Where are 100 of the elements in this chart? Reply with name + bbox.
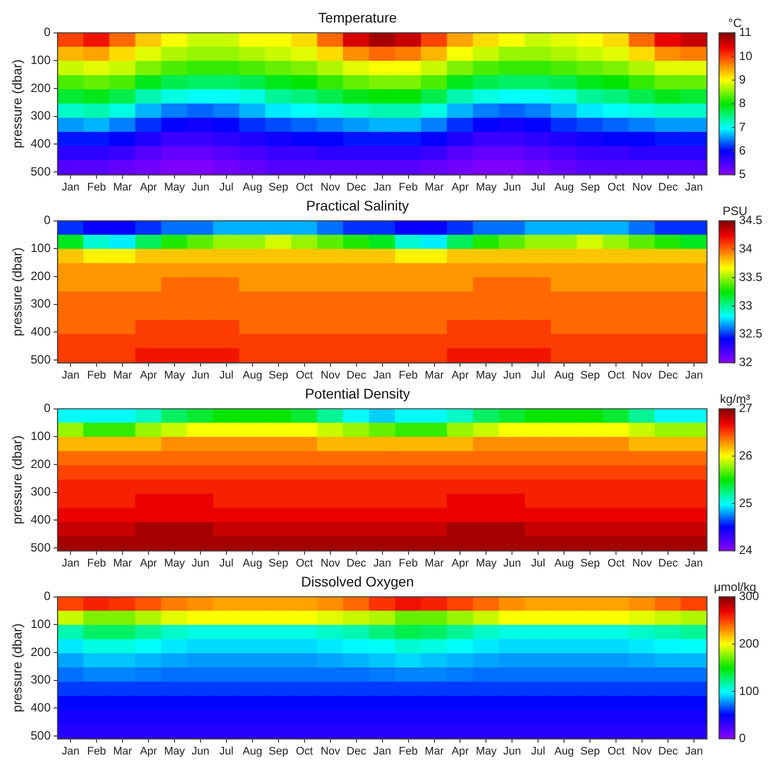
y-axis-title: pressure (dbar)	[9, 435, 24, 524]
x-tick-label: Jan	[685, 557, 703, 570]
x-tick-label: Nov	[320, 745, 341, 758]
x-tick-label: Apr	[140, 369, 158, 382]
x-tick-label: Jan	[373, 745, 392, 758]
x-tick-label: Aug	[554, 181, 574, 194]
x-tick-label: Jan	[62, 745, 80, 758]
x-tick-label: May	[476, 181, 498, 194]
x-tick-label: Feb	[398, 181, 418, 194]
y-tick-label: 200	[30, 644, 51, 659]
color-bar-label: 9	[739, 72, 746, 86]
x-tick-label: Oct	[608, 745, 625, 758]
x-tick-label: Sep	[580, 181, 600, 194]
x-tick-label: Nov	[320, 181, 341, 194]
y-tick-label: 300	[30, 108, 51, 123]
x-tick-label: Jan	[62, 369, 80, 382]
y-tick-label: 400	[30, 324, 51, 338]
x-tick-label: Aug	[242, 369, 262, 382]
y-tick-label: 400	[30, 512, 51, 526]
x-tick-label: Mar	[113, 369, 132, 382]
color-bar-label: 0	[739, 731, 746, 746]
color-bar-label: 25	[739, 496, 753, 510]
color-bar-label: 33.5	[739, 270, 763, 284]
x-tick-label: Sep	[268, 557, 288, 570]
color-bar-label: 34	[739, 242, 753, 256]
y-tick-label: 500	[30, 728, 51, 742]
x-tick-label: Mar	[113, 181, 132, 194]
color-bar-label: 8	[739, 96, 746, 110]
color-bar-label: 32.5	[739, 326, 763, 341]
x-tick-label: Nov	[320, 557, 341, 570]
color-bar-label: 26	[739, 448, 753, 462]
x-tick-label: Jan	[62, 181, 80, 194]
x-tick-label: Mar	[113, 557, 132, 570]
x-tick-label: Nov	[632, 181, 652, 194]
x-tick-label: Feb	[398, 745, 418, 758]
color-bar-label: 200	[739, 636, 760, 650]
chart-title: Temperature	[318, 9, 398, 26]
x-tick-label: Nov	[632, 745, 652, 758]
x-tick-label: Jul	[219, 369, 234, 382]
x-tick-label: Dec	[346, 369, 367, 382]
x-tick-label: Apr	[452, 369, 470, 382]
x-tick-label: Sep	[268, 369, 288, 382]
x-tick-label: Oct	[296, 745, 313, 758]
x-tick-label: Mar	[424, 181, 444, 194]
y-tick-label: 200	[30, 80, 51, 95]
x-tick-label: Dec	[346, 745, 367, 758]
x-tick-label: Feb	[398, 369, 418, 382]
x-tick-label: Feb	[87, 369, 106, 382]
x-tick-label: Oct	[296, 369, 313, 382]
y-tick-label: 100	[30, 52, 51, 67]
x-tick-label: May	[164, 557, 186, 570]
x-tick-label: Apr	[452, 745, 470, 758]
x-tick-label: Nov	[632, 557, 652, 570]
x-tick-label: Jul	[531, 557, 546, 570]
x-tick-label: Oct	[608, 369, 625, 382]
x-tick-label: Dec	[658, 557, 678, 570]
x-tick-label: Nov	[632, 369, 652, 382]
x-tick-label: Apr	[140, 181, 158, 194]
x-tick-label: Oct	[296, 557, 313, 570]
x-tick-label: Jan	[685, 369, 703, 382]
x-tick-label: Dec	[346, 557, 367, 570]
y-tick-label: 0	[44, 25, 51, 40]
x-tick-label: Aug	[554, 745, 574, 758]
y-tick-label: 100	[30, 240, 51, 255]
y-tick-label: 0	[44, 401, 51, 416]
color-bar-label: 5	[739, 167, 746, 182]
x-tick-label: Aug	[242, 181, 262, 194]
x-tick-label: Apr	[140, 745, 158, 758]
x-tick-label: Jul	[219, 557, 234, 570]
y-tick-label: 500	[30, 540, 51, 554]
x-tick-label: Sep	[580, 557, 600, 570]
x-tick-label: Oct	[296, 181, 313, 194]
x-tick-label: Sep	[268, 745, 288, 758]
x-tick-label: Aug	[242, 557, 262, 570]
y-axis-title: pressure (dbar)	[9, 623, 24, 712]
y-tick-label: 0	[44, 589, 51, 604]
x-tick-label: Jul	[531, 369, 546, 382]
y-tick-label: 400	[30, 700, 51, 714]
x-tick-label: Dec	[346, 181, 367, 194]
x-tick-label: Jan	[685, 181, 703, 194]
x-tick-label: Sep	[580, 745, 600, 758]
chart-title: Practical Salinity	[306, 197, 409, 214]
x-tick-label: Jun	[192, 369, 210, 382]
chart-title: Potential Density	[304, 385, 410, 402]
x-tick-label: Dec	[658, 181, 678, 194]
color-bar-label: 10	[739, 48, 753, 63]
x-tick-label: Mar	[424, 369, 444, 382]
x-tick-label: Jun	[192, 181, 210, 194]
x-tick-label: Jun	[503, 557, 522, 570]
y-axis-title: pressure (dbar)	[9, 59, 24, 148]
x-tick-label: Apr	[452, 557, 470, 570]
y-tick-label: 300	[30, 672, 51, 687]
color-bar-label: 6	[739, 143, 746, 158]
y-tick-label: 500	[30, 352, 51, 366]
x-tick-label: Oct	[608, 557, 625, 570]
x-tick-label: Sep	[580, 369, 600, 382]
x-tick-label: Jan	[373, 181, 392, 194]
x-tick-label: Jun	[503, 181, 522, 194]
x-tick-label: May	[164, 369, 186, 382]
y-tick-label: 0	[44, 213, 51, 228]
